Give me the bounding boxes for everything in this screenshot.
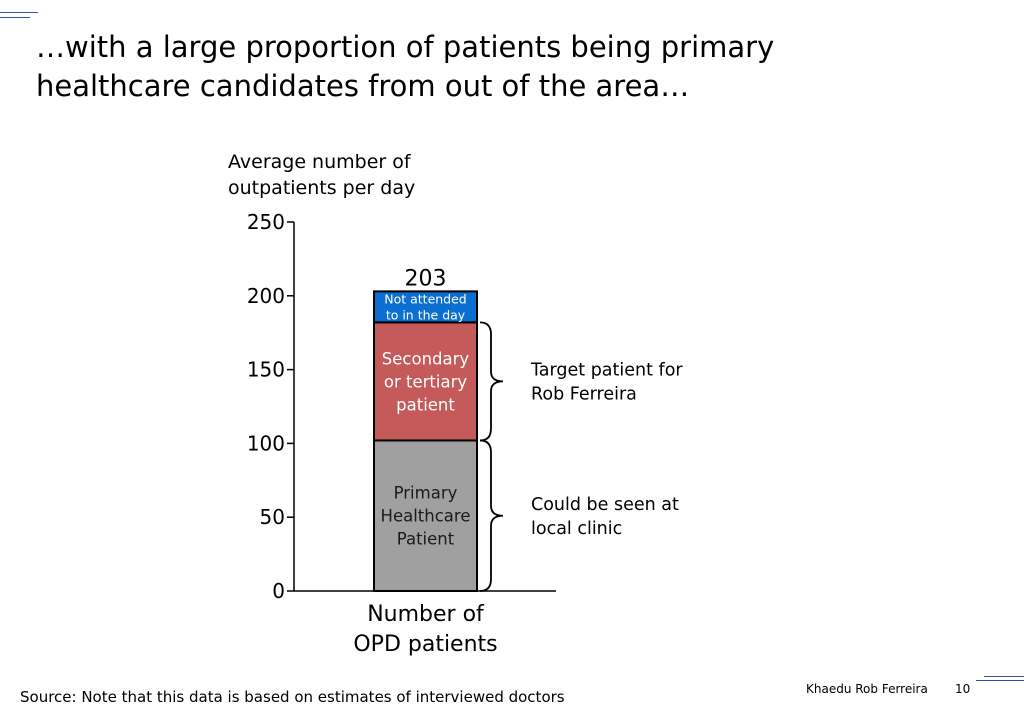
y-axis-title: Average number of outpatients per day [228, 151, 415, 199]
slide-title: …with a large proportion of patients bei… [36, 30, 775, 103]
y-tick-label: 0 [272, 579, 285, 603]
source-note: Source: Note that this data is based on … [20, 688, 565, 706]
top-left-rule-1 [0, 12, 38, 13]
top-left-rule-2 [0, 17, 30, 18]
bottom-right-rule-2 [976, 680, 1024, 681]
brace-2 [479, 321, 504, 442]
y-tick-label: 100 [247, 431, 285, 455]
y-tick-label: 250 [247, 210, 285, 234]
annotation-1: Could be seen at local clinic [531, 495, 679, 539]
bar-segment-label-2: Secondary or tertiary patient [382, 349, 470, 414]
bar-total-label: 203 [405, 266, 447, 291]
y-tick-label: 150 [247, 358, 285, 382]
bar-segment-3 [373, 290, 478, 324]
page-number: 10 [955, 682, 971, 696]
brace-1 [479, 439, 504, 592]
bar-segment-1 [373, 439, 478, 592]
y-tick-label: 50 [260, 505, 285, 529]
bottom-right-rule-1 [984, 676, 1024, 677]
annotation-2: Target patient for Rob Ferreira [530, 361, 683, 405]
bar-segment-label-3: Not attended to in the day [384, 291, 467, 322]
bar-segment-label-1: Primary Healthcare Patient [381, 484, 471, 549]
x-category-label: Number of OPD patients [353, 602, 497, 657]
y-tick-label: 200 [247, 284, 285, 308]
footer-organization: Khaedu Rob Ferreira [806, 682, 928, 696]
bar-segment-2 [373, 321, 478, 442]
